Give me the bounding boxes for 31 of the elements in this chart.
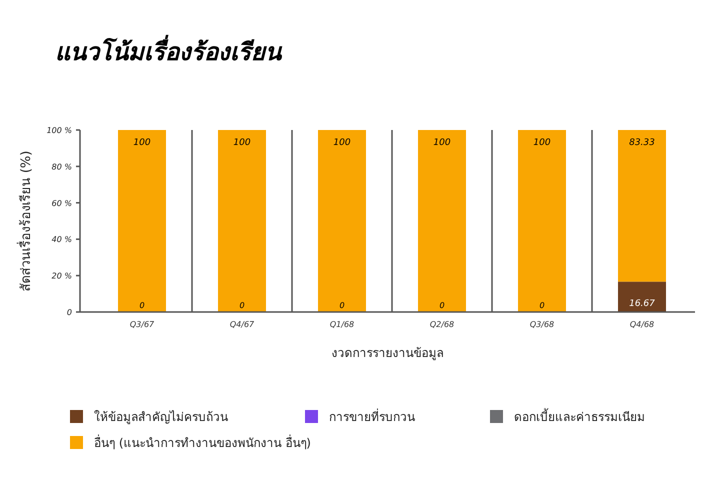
data-label: 16.67 (629, 299, 656, 309)
data-label: 0 (439, 301, 445, 310)
y-tick-label: 100 % (46, 126, 72, 135)
y-tick-label: 80 % (52, 162, 72, 172)
legend-label: ให้ข้อมูลสำคัญไม่ครบถ้วน (94, 410, 228, 425)
y-tick-label: 0 (66, 308, 72, 317)
data-label: 0 (239, 301, 245, 310)
x-axis-title: งวดการรายงานข้อมูล (332, 346, 444, 361)
y-tick-label: 40 % (52, 235, 72, 244)
legend-label: อื่นๆ (แนะนำการทำงานของพนักงาน อื่นๆ) (94, 434, 311, 450)
y-tick-label: 60 % (52, 198, 72, 208)
chart-title: แนวโน้มเรื่องร้องเรียน (55, 34, 283, 66)
legend-label: ดอกเบี้ยและค่าธรรมเนียม (514, 408, 645, 424)
x-tick-label: Q4/68 (630, 320, 654, 329)
data-label: 100 (333, 138, 351, 148)
x-tick-label: Q3/67 (130, 320, 156, 329)
y-tick-label: 20 % (52, 272, 72, 281)
data-label: 0 (339, 301, 345, 310)
x-tick-label: Q1/68 (330, 320, 354, 329)
x-tick-label: Q2/68 (430, 320, 454, 329)
x-tick-label: Q3/68 (530, 320, 554, 329)
data-label: 83.33 (629, 138, 656, 148)
data-label: 100 (433, 138, 451, 148)
data-label: 100 (233, 138, 251, 148)
data-label: 100 (533, 138, 551, 148)
data-label: 0 (539, 301, 545, 310)
legend-label: การขายที่รบกวน (329, 408, 415, 424)
data-label: 100 (133, 138, 151, 148)
data-label: 0 (139, 301, 145, 310)
x-tick-label: Q4/67 (230, 320, 256, 329)
y-axis-title: สัดส่วนเรื่องร้องเรียน (%) (17, 150, 34, 292)
